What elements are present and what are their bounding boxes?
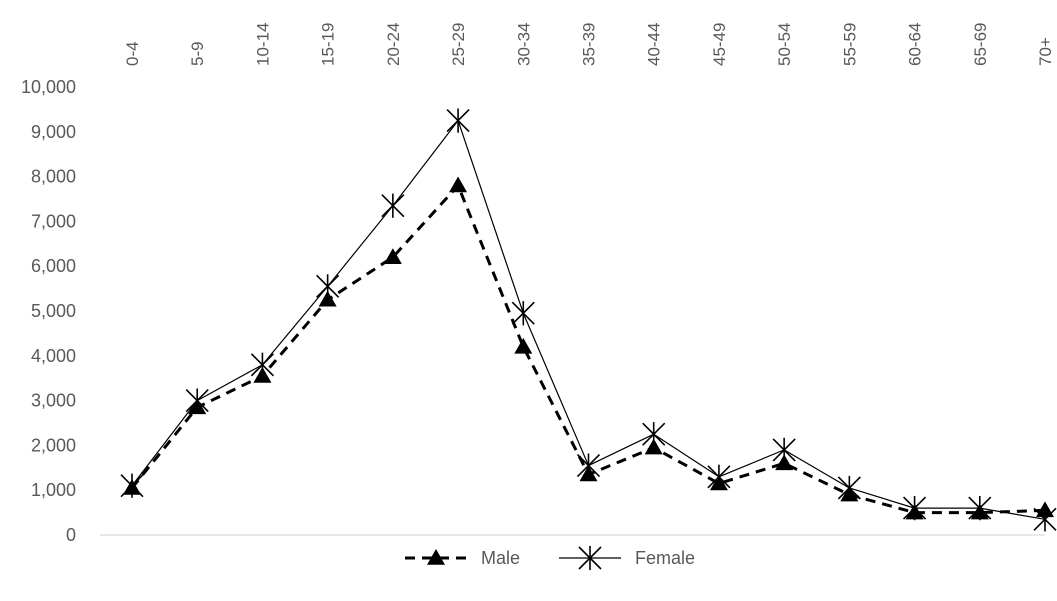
x-tick-label: 35-39 <box>580 23 599 66</box>
asterisk-marker <box>968 496 992 521</box>
asterisk-marker <box>576 453 601 478</box>
y-tick-label: 4,000 <box>31 346 76 366</box>
triangle-marker <box>514 337 533 354</box>
triangle-marker <box>449 176 468 193</box>
asterisk-marker <box>446 108 470 133</box>
y-tick-label: 1,000 <box>31 480 76 500</box>
female-series <box>120 108 1057 532</box>
asterisk-marker <box>642 422 666 447</box>
triangle-marker <box>427 549 445 565</box>
x-axis-ticks: 0-4 5-9 10-14 15-19 20-24 25-29 30-34 35-39 40-4… <box>123 23 1055 66</box>
y-tick-label: 2,000 <box>31 435 76 455</box>
asterisk-marker <box>185 388 209 413</box>
y-axis-ticks: 0 1,000 2,000 3,000 4,000 5,000 6,000 7,000 8,00… <box>21 77 76 545</box>
x-tick-label: 55-59 <box>840 23 859 66</box>
x-tick-label: 50-54 <box>775 23 794 66</box>
asterisk-marker <box>772 437 796 462</box>
asterisk-marker <box>707 464 731 489</box>
asterisk-marker <box>578 545 602 571</box>
legend: Male Female <box>405 545 695 571</box>
legend-label-female: Female <box>635 548 695 568</box>
x-tick-label: 45-49 <box>710 23 729 66</box>
y-tick-label: 6,000 <box>31 256 76 276</box>
x-tick-label: 0-4 <box>123 41 142 66</box>
series-layer <box>120 108 1057 532</box>
y-tick-label: 7,000 <box>31 211 76 231</box>
asterisk-marker <box>1033 507 1057 532</box>
asterisk-marker <box>903 496 927 521</box>
y-tick-label: 8,000 <box>31 167 76 187</box>
y-tick-label: 10,000 <box>21 77 76 97</box>
asterisk-marker <box>381 193 405 218</box>
y-tick-label: 5,000 <box>31 301 76 321</box>
triangle-marker <box>644 438 663 455</box>
asterisk-marker <box>511 301 535 326</box>
x-tick-label: 60-64 <box>906 23 925 66</box>
x-tick-label: 10-14 <box>253 23 272 66</box>
x-tick-label: 15-19 <box>319 23 338 66</box>
x-tick-label: 70+ <box>1036 37 1055 66</box>
asterisk-marker <box>316 274 340 299</box>
legend-item-male: Male <box>405 548 520 568</box>
x-tick-label: 40-44 <box>645 23 664 66</box>
asterisk-marker <box>250 352 274 377</box>
x-tick-label: 65-69 <box>971 23 990 66</box>
y-tick-label: 0 <box>66 525 76 545</box>
legend-label-male: Male <box>481 548 520 568</box>
asterisk-marker <box>120 473 144 498</box>
x-tick-label: 25-29 <box>449 23 468 66</box>
triangle-marker <box>775 454 794 471</box>
y-tick-label: 9,000 <box>31 122 76 142</box>
asterisk-marker <box>837 475 861 501</box>
x-tick-label: 5-9 <box>188 41 207 66</box>
legend-item-female: Female <box>559 545 695 571</box>
triangle-marker <box>318 290 337 307</box>
triangle-marker <box>383 248 402 264</box>
x-tick-label: 30-34 <box>514 23 533 66</box>
y-tick-label: 3,000 <box>31 391 76 411</box>
x-tick-label: 20-24 <box>384 23 403 66</box>
